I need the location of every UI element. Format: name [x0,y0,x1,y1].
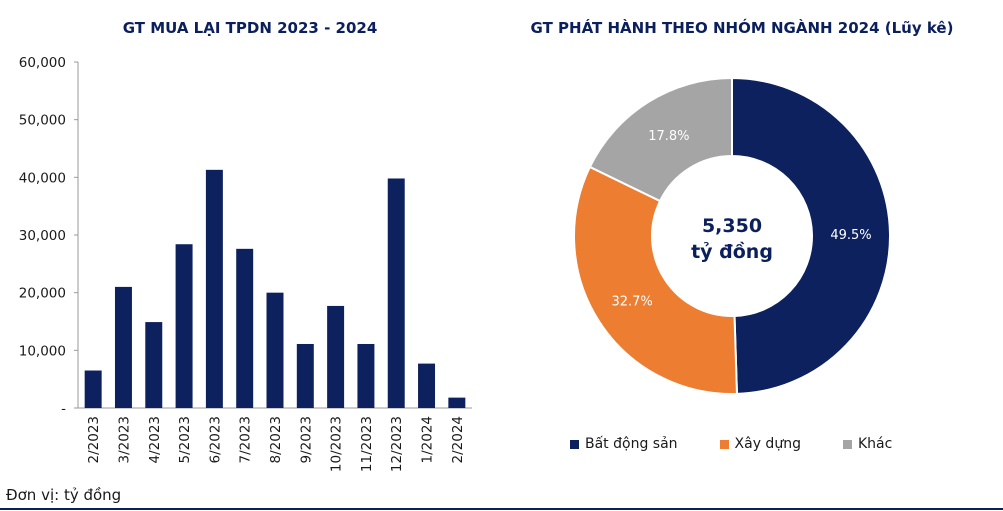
y-tick-label: 20,000 [19,286,66,302]
bottom-divider [0,508,1003,510]
legend-swatch [570,439,579,449]
bar-chart-title: GT MUA LẠI TPDN 2023 - 2024 [122,19,378,37]
donut-chart-panel: GT PHÁT HÀNH THEO NHÓM NGÀNH 2024 (Lũy k… [500,0,1003,511]
slice-value-label: 32.7% [611,295,652,310]
legend-swatch [719,439,729,449]
bar-chart-panel: GT MUA LẠI TPDN 2023 - 2024 - 10,000 20,00… [0,0,500,511]
y-tick-label: 40,000 [19,170,66,186]
x-tick-label: 3/2023 [116,416,132,464]
bar [327,305,345,408]
slice-value-label: 49.5% [830,228,871,243]
donut-legend: Bất động sản Xây dựng Khác [570,436,970,452]
bar [296,343,314,408]
legend-label: Bất động sản [585,436,678,452]
legend-item-khac: Khác [842,436,893,452]
unit-footnote: Đơn vị: tỷ đồng [6,486,122,504]
legend-label: Khác [857,436,893,452]
x-tick-label: 5/2023 [177,416,193,464]
x-tick-label: 11/2023 [359,416,375,472]
bar [205,169,223,408]
y-tick-label: - [61,401,66,417]
bar [266,292,284,408]
x-tick-label: 1/2024 [420,416,436,464]
y-tick-label: 60,000 [19,55,66,71]
legend-label: Xây dựng [734,436,801,452]
bar [145,322,163,408]
x-tick-label: 10/2023 [329,416,345,472]
x-tick-label: 12/2023 [389,416,405,472]
donut-center-unit: tỷ đồng [691,240,773,263]
x-tick-label: 9/2023 [298,416,314,464]
bar [448,397,466,408]
legend-swatch [842,439,852,449]
bar [418,363,436,408]
legend-item-xay-dung: Xây dựng [719,436,801,452]
bar [387,178,405,408]
bar [114,286,132,408]
x-tick-label: 2/2024 [450,416,466,464]
donut-chart-title: GT PHÁT HÀNH THEO NHÓM NGÀNH 2024 (Lũy k… [530,19,954,37]
bar-chart: - 10,000 20,000 30,000 40,000 50,000 60,000 2/2… [19,55,472,472]
donut-slice [731,76,891,395]
x-tick-label: 8/2023 [268,416,284,464]
bar [357,343,375,408]
y-tick-label: 50,000 [19,113,66,129]
slice-value-label: 17.8% [648,129,689,144]
x-tick-label: 4/2023 [147,416,163,464]
x-tick-label: 7/2023 [238,416,254,464]
y-tick-label: 10,000 [19,343,66,359]
donut-slice [573,165,738,395]
x-tick-label: 6/2023 [207,416,223,464]
donut-chart: 49.5% 32.7% 17.8% 5,350 tỷ đồng [573,76,891,395]
bar [175,244,193,408]
bar [84,370,102,408]
donut-center-value: 5,350 [702,215,762,237]
donut-slice [588,76,733,203]
bar [236,248,254,408]
x-tick-label: 2/2023 [86,416,102,464]
y-tick-label: 30,000 [19,228,66,244]
legend-item-bat-dong-san: Bất động sản [570,436,678,452]
